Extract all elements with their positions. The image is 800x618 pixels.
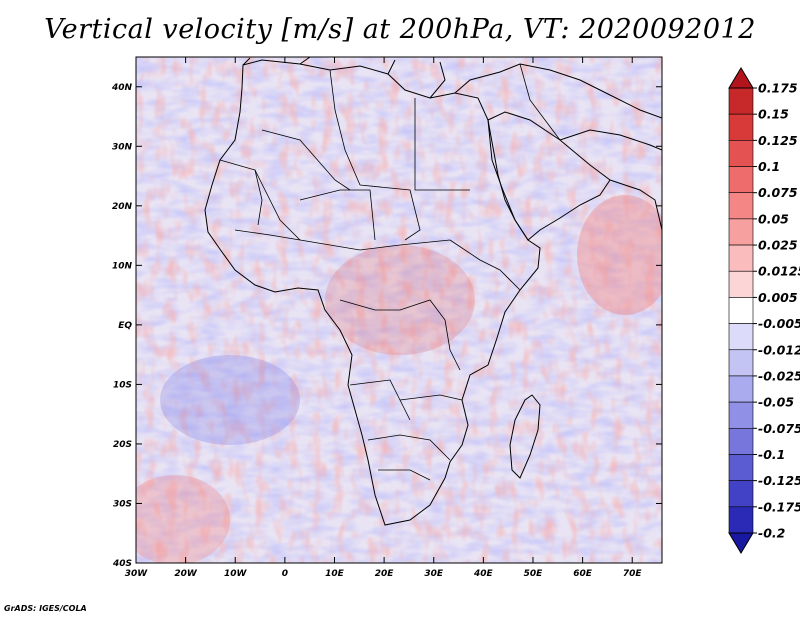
lon-tick-label: 20W bbox=[174, 569, 198, 579]
border-angola bbox=[349, 379, 411, 421]
colorbar-box bbox=[728, 192, 754, 220]
border-mali bbox=[254, 169, 301, 241]
colorbar-label: -0.2 bbox=[758, 526, 785, 541]
credit-text: GrADS: IGES/COLA bbox=[4, 604, 87, 613]
colorbar-box bbox=[728, 323, 754, 351]
border-south-africa bbox=[378, 469, 431, 481]
coastlines bbox=[204, 57, 662, 526]
colorbar-label: -0.05 bbox=[758, 395, 794, 410]
colorbar: 0.175 0.15 0.125 0.1 0.075 0.05 0.025 0.0125 0.0… bbox=[728, 67, 800, 554]
border-niger-chad bbox=[299, 189, 376, 241]
lat-tick-label: 30S bbox=[113, 499, 132, 509]
lon-tick-label: 70E bbox=[623, 569, 643, 579]
lat-tick-label: 40N bbox=[111, 83, 133, 93]
colorbar-label: -0.075 bbox=[758, 421, 800, 436]
colorbar-box bbox=[728, 480, 754, 508]
colorbar-label: 0.1 bbox=[758, 159, 780, 174]
colorbar-box bbox=[728, 297, 754, 324]
lon-tick-label: 30E bbox=[424, 569, 444, 579]
colorbar-labels: 0.175 0.15 0.125 0.1 0.075 0.05 0.025 0.0125 0.0… bbox=[753, 81, 800, 541]
colorbar-box bbox=[728, 506, 754, 534]
colorbar-label: 0.025 bbox=[758, 238, 798, 253]
lat-tick-label: 40S bbox=[112, 559, 132, 569]
colorbar-box bbox=[728, 166, 754, 194]
colorbar-label: -0.175 bbox=[758, 499, 800, 514]
lat-tick-label: 20N bbox=[112, 202, 133, 212]
colorbar-label: 0.05 bbox=[758, 211, 789, 226]
chart-title: Vertical velocity [m/s] at 200hPa, VT: 2… bbox=[44, 14, 756, 45]
border-sudan bbox=[359, 184, 421, 241]
colorbar-label: 0.005 bbox=[758, 290, 798, 305]
border-horn bbox=[449, 239, 521, 291]
velocity-field bbox=[136, 57, 662, 563]
axis-ticks bbox=[135, 57, 662, 564]
lat-tick-label: 20S bbox=[113, 440, 132, 450]
europe-coast bbox=[242, 57, 446, 99]
border-zambia bbox=[399, 394, 463, 401]
colorbar-label: 0.175 bbox=[758, 81, 798, 96]
colorbar-box bbox=[728, 375, 754, 403]
lon-tick-label: 40E bbox=[473, 569, 494, 579]
lat-tick-label: 10S bbox=[113, 380, 132, 390]
lon-tick-label: 0 bbox=[282, 569, 288, 579]
colorbar-boxes bbox=[728, 87, 754, 534]
colorbar-label: -0.0125 bbox=[758, 342, 800, 357]
lon-tick-label: 30W bbox=[125, 569, 149, 579]
colorbar-box bbox=[728, 401, 754, 429]
border-south bbox=[367, 434, 451, 461]
colorbar-label: -0.1 bbox=[758, 447, 785, 462]
border-congo bbox=[339, 299, 446, 321]
colorbar-box bbox=[728, 244, 754, 272]
iran-coast bbox=[559, 129, 662, 151]
colorbar-box bbox=[728, 454, 754, 481]
country-borders bbox=[219, 63, 561, 481]
field-blue-patch-southatlantic bbox=[160, 355, 300, 445]
axis-labels: 30W 20W 10W 0 10E 20E 30E 40E 50E 60E 70E 40N 30N 20N… bbox=[111, 83, 642, 579]
colorbar-box bbox=[728, 427, 754, 455]
colorbar-box bbox=[728, 140, 754, 167]
colorbar-label: -0.025 bbox=[758, 368, 800, 383]
colorbar-box bbox=[728, 113, 754, 141]
colorbar-top-triangle bbox=[728, 67, 754, 89]
colorbar-box bbox=[728, 349, 754, 377]
lon-tick-label: 10W bbox=[224, 569, 248, 579]
colorbar-label: 0.075 bbox=[758, 185, 798, 200]
colorbar-box bbox=[728, 218, 754, 246]
field-red-patch-southwest bbox=[136, 475, 230, 563]
colorbar-label: 0.125 bbox=[758, 133, 798, 148]
africa-outline bbox=[204, 59, 541, 526]
lon-tick-label: 50E bbox=[524, 569, 544, 579]
lat-tick-label: 10N bbox=[112, 261, 133, 271]
madagascar-outline bbox=[509, 394, 541, 479]
arabian-sea-coast bbox=[609, 179, 662, 231]
colorbar-label: 0.0125 bbox=[758, 264, 800, 279]
mideast-outline bbox=[454, 63, 662, 119]
colorbar-label: -0.125 bbox=[758, 473, 800, 488]
border-turkey-iran bbox=[519, 63, 561, 141]
lon-tick-label: 60E bbox=[573, 569, 593, 579]
border-west-africa bbox=[234, 229, 331, 246]
map-frame bbox=[135, 56, 663, 564]
colorbar-box bbox=[728, 270, 754, 298]
border-sahara-west bbox=[219, 159, 263, 226]
lon-tick-label: 10E bbox=[325, 569, 345, 579]
border-egypt bbox=[414, 98, 470, 191]
colorbar-bottom-triangle bbox=[728, 532, 754, 554]
colorbar-box bbox=[728, 87, 754, 115]
border-east-africa bbox=[444, 319, 461, 371]
colorbar-label: 0.15 bbox=[758, 107, 789, 122]
lon-tick-label: 20E bbox=[375, 569, 395, 579]
lat-tick-label: EQ bbox=[118, 321, 132, 331]
field-red-patch-east bbox=[577, 195, 662, 315]
border-libya bbox=[329, 69, 361, 186]
border-central-africa bbox=[329, 239, 451, 251]
arabia-outline bbox=[487, 111, 611, 241]
field-speckle-central bbox=[330, 240, 470, 400]
colorbar-label: -0.005 bbox=[758, 316, 800, 331]
lat-tick-label: 30N bbox=[112, 142, 133, 152]
border-sahara-central bbox=[261, 129, 351, 191]
